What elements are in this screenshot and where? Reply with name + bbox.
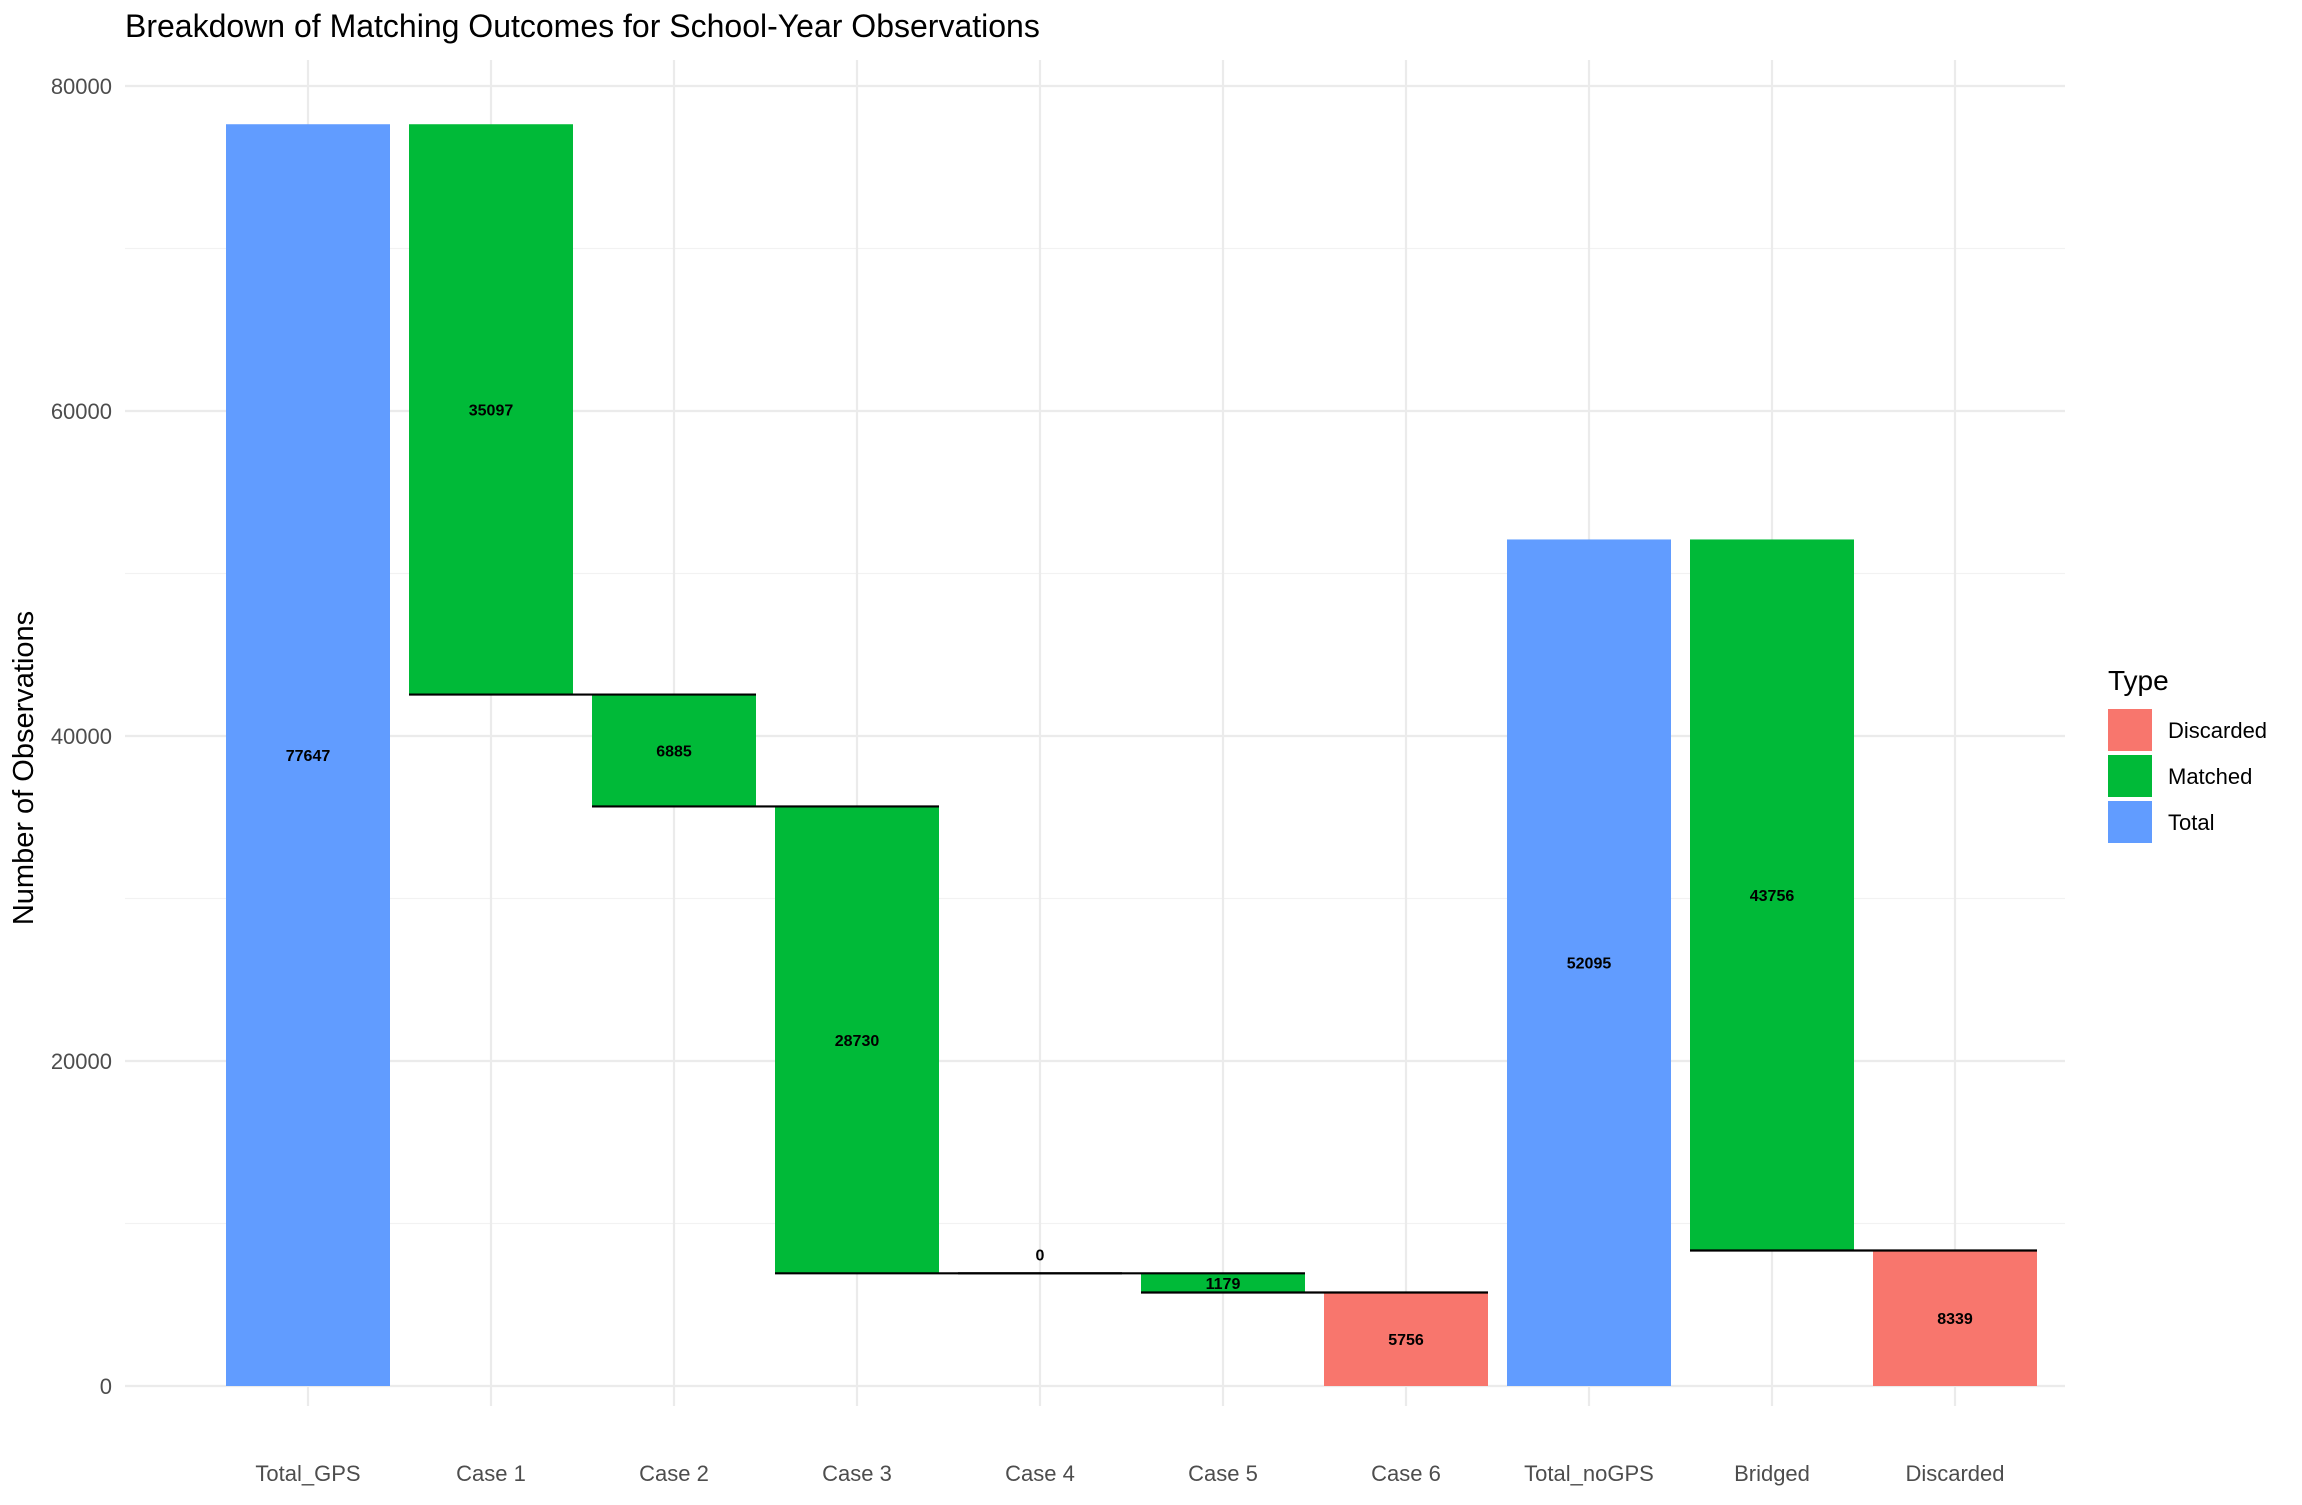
value-label: 35097 [469, 402, 514, 419]
value-label: 77647 [286, 748, 331, 765]
y-tick-label: 20000 [51, 1049, 112, 1074]
y-tick-label: 40000 [51, 724, 112, 749]
value-label: 6885 [656, 744, 692, 761]
value-label: 52095 [1567, 956, 1612, 973]
bar-case-1 [409, 124, 573, 695]
legend-label-total: Total [2168, 810, 2214, 835]
bar-discarded [1873, 1250, 2037, 1386]
legend-label-matched: Matched [2168, 764, 2252, 789]
x-tick-label: Case 3 [822, 1461, 892, 1486]
y-tick-label: 0 [100, 1374, 112, 1399]
x-tick-label: Case 2 [639, 1461, 709, 1486]
bar-total-nogps [1507, 539, 1671, 1386]
bar-bridged [1690, 539, 1854, 1251]
x-tick-label: Total_GPS [255, 1461, 360, 1486]
bar-case-2 [592, 694, 756, 807]
bar-case-3 [775, 806, 939, 1274]
legend: Type Discarded Matched Total [2108, 665, 2267, 843]
legend-label-discarded: Discarded [2168, 718, 2267, 743]
y-tick-label: 80000 [51, 74, 112, 99]
value-label: 8339 [1937, 1311, 1973, 1328]
x-tick-label: Case 6 [1371, 1461, 1441, 1486]
legend-swatch-total [2108, 801, 2152, 843]
legend-title: Type [2108, 665, 2169, 696]
legend-swatch-matched [2108, 755, 2152, 797]
value-label: 43756 [1750, 888, 1795, 905]
x-tick-label: Bridged [1734, 1461, 1810, 1486]
value-labels: 77647 35097 6885 28730 0 1179 5756 52095 43756 83… [286, 402, 1973, 1349]
value-label: 28730 [835, 1033, 880, 1050]
x-tick-label: Case 1 [456, 1461, 526, 1486]
connector-lines [409, 693, 2037, 1294]
bars [226, 124, 2037, 1387]
x-tick-label: Total_noGPS [1524, 1461, 1654, 1486]
bar-total-gps [226, 124, 390, 1387]
x-tick-label: Case 5 [1188, 1461, 1258, 1486]
bar-case-6 [1324, 1292, 1488, 1386]
value-label: 0 [1036, 1247, 1045, 1264]
legend-swatch-discarded [2108, 709, 2152, 751]
y-tick-label: 60000 [51, 399, 112, 424]
value-label: 1179 [1206, 1276, 1241, 1293]
axes: 0 20000 40000 60000 80000 Total_GPS Case 1 Case… [51, 74, 2005, 1486]
y-axis-label: Number of Observations [8, 611, 40, 925]
bar-case-5 [1141, 1273, 1305, 1293]
chart-title: Breakdown of Matching Outcomes for Schoo… [125, 8, 1040, 44]
x-tick-label: Case 4 [1005, 1461, 1075, 1486]
value-label: 5756 [1388, 1332, 1424, 1349]
x-tick-label: Discarded [1905, 1461, 2004, 1486]
